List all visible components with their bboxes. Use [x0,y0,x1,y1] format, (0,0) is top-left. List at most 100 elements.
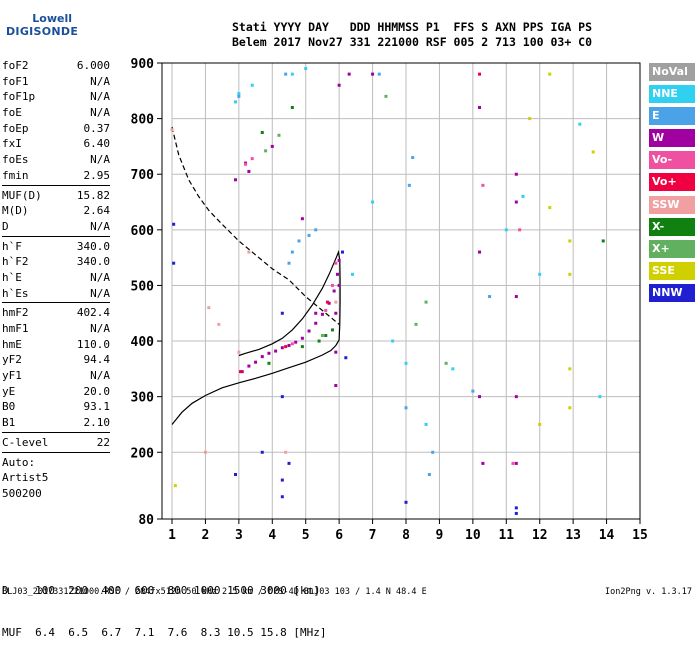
echo-point [481,183,485,187]
echo-point [347,72,351,76]
x-tick-label: 2 [202,528,210,543]
param-row: C-level 22 [2,435,110,451]
echo-point [260,355,264,359]
echo-point [384,94,388,98]
logo-line1: Lowell [32,12,72,25]
echo-point [203,450,207,454]
x-tick-label: 6 [335,528,343,543]
echo-point [481,461,485,465]
echo-point [568,272,572,276]
echo-point [239,370,243,374]
echo-point [237,94,241,98]
param-label: h`F [2,239,22,253]
muf-row: MUF 6.4 6.5 6.7 7.1 7.6 8.3 10.5 15.8 [M… [2,626,327,639]
echo-point [267,351,271,355]
echo-point [371,200,375,204]
legend-item: NNW [649,283,695,302]
param-row: h`F2 340.0 [2,254,110,270]
param-separator [2,431,110,433]
param-label: MUF(D) [2,188,42,202]
y-tick-label: 500 [131,279,155,294]
echo-point [250,157,254,161]
echo-point [568,406,572,410]
echo-point [451,367,455,371]
echo-point [514,506,518,510]
echo-point [404,500,408,504]
x-tick-label: 11 [498,528,514,543]
param-value: N/A [90,322,110,335]
x-tick-label: 3 [235,528,243,543]
x-tick-label: 8 [402,528,410,543]
x-tick-label: 9 [436,528,444,543]
echo-point [330,328,334,332]
echo-point [538,422,542,426]
echo-point [337,258,341,262]
param-row: h`E N/A [2,270,110,286]
param-label: B1 [2,416,16,430]
echo-point [324,308,328,312]
echo-point [304,67,308,71]
echo-point [334,350,338,354]
echo-point [280,478,284,482]
echo-point [314,228,318,232]
echo-point [404,406,408,410]
echo-point [307,329,311,333]
x-tick-label: 1 [168,528,176,543]
echo-point [277,133,281,137]
legend-item: NNE [649,85,695,104]
param-row: foEp 0.37 [2,121,110,137]
echo-point [488,295,492,299]
echo-point [280,495,284,499]
logo-line2: DIGISONDE [6,25,79,38]
echo-point [334,261,338,265]
artist-info-line: Auto: [2,455,36,469]
param-value: 6.000 [76,59,110,72]
echo-point [267,361,271,365]
echo-point [247,364,251,368]
echo-point [317,339,321,343]
param-label: B0 [2,400,16,414]
param-label: foEp [2,121,29,135]
param-label: h`Es [2,286,29,300]
x-tick-label: 5 [302,528,310,543]
echo-point [234,178,238,182]
echo-point [173,484,177,488]
y-tick-label: 300 [131,391,155,406]
param-value: N/A [90,270,110,284]
param-row: fxI 6.40 [2,136,110,152]
param-separator [2,184,110,186]
y-tick-label: 600 [131,224,155,239]
param-row: h`Es N/A [2,286,110,302]
param-row: foE N/A [2,105,110,121]
distance-muf-table: D 100 200 400 600 800 1000 1500 3000 [km… [2,556,327,654]
echo-point [324,333,328,337]
legend-item: W [649,129,695,148]
param-value: 2.10 [83,416,111,430]
param-label: foE [2,106,22,120]
x-tick-label: 15 [632,528,648,543]
echo-point [414,322,418,326]
param-value: 340.0 [76,255,110,269]
echo-point [548,72,552,76]
param-label: hmF1 [2,322,29,335]
param-label: fmin [2,168,29,182]
y-tick-label: 800 [131,113,155,128]
echo-point [521,194,525,198]
echo-point [514,511,518,515]
param-row: B0 93.1 [2,399,110,415]
echo-point [471,389,475,393]
echo-point [244,162,248,166]
echo-point [334,384,338,388]
echo-point [247,250,251,254]
echo-point [548,206,552,210]
echo-point [270,144,274,148]
echo-point [411,156,415,160]
echo-point [260,131,264,135]
echo-point [444,361,448,365]
legend-item: NoVal [649,63,695,81]
param-label: h`E [2,270,22,284]
param-value: 6.40 [83,137,111,151]
param-label: foF1 [2,74,29,88]
echo-point [325,300,329,304]
echo-point [170,128,174,132]
